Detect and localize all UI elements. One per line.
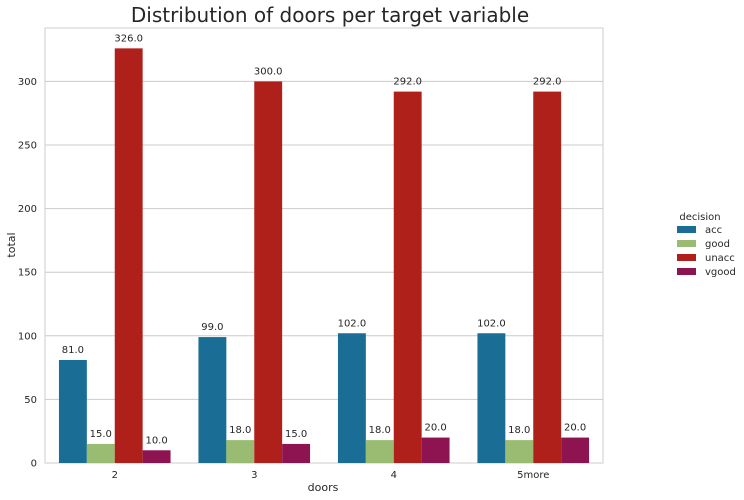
bar-unacc: [393, 91, 422, 463]
bar-unacc: [533, 91, 562, 463]
bar-vgood: [282, 443, 311, 463]
legend-swatch-unacc: [677, 254, 696, 261]
bar-acc: [58, 359, 87, 463]
y-tick-label: 200: [18, 204, 37, 215]
bar-value-label: 326.0: [114, 33, 143, 44]
bar-value-label: 20.0: [424, 423, 446, 434]
y-tick-label: 300: [18, 77, 37, 88]
bar-good: [86, 443, 115, 463]
bar-vgood: [142, 450, 171, 463]
bar-value-label: 15.0: [90, 429, 112, 440]
bar-vgood: [421, 437, 450, 463]
legend-title: decision: [679, 212, 720, 223]
legend-label-vgood: vgood: [705, 267, 736, 278]
bar-value-label: 292.0: [533, 77, 562, 88]
x-tick-label: 4: [391, 470, 397, 481]
bar-value-label: 102.0: [338, 318, 367, 329]
x-axis-ticks: 2 3 4 5more: [112, 470, 550, 481]
bar-vgood: [561, 437, 590, 463]
bar-unacc: [254, 81, 283, 463]
legend-label-acc: acc: [705, 225, 722, 236]
bar-good: [365, 440, 394, 463]
legend-label-good: good: [705, 239, 730, 250]
bar-value-label: 292.0: [393, 77, 422, 88]
bar-acc: [477, 333, 506, 463]
y-tick-label: 0: [31, 459, 37, 470]
x-axis-label: doors: [308, 481, 339, 494]
plot-frame: [44, 27, 604, 464]
bar-value-label: 18.0: [229, 425, 251, 436]
bar-value-label: 81.0: [62, 345, 84, 356]
bar-value-label: 300.0: [254, 66, 283, 77]
x-tick-label: 3: [251, 470, 257, 481]
x-tick-label: 2: [112, 470, 118, 481]
bar-good: [505, 440, 534, 463]
legend: decision acc good unacc vgood: [677, 212, 736, 278]
legend-swatch-acc: [677, 226, 696, 233]
legend-label-unacc: unacc: [705, 253, 735, 264]
legend-swatch-vgood: [677, 268, 696, 275]
bar-unacc: [114, 48, 143, 463]
bar-acc: [337, 333, 366, 463]
y-axis-ticks: 0 50 100 150 200 250 300: [18, 77, 37, 470]
bar-good: [226, 440, 255, 463]
y-axis-label: total: [5, 232, 18, 257]
bar-value-label: 18.0: [369, 425, 391, 436]
bar-value-label: 102.0: [477, 318, 506, 329]
bar-value-label: 99.0: [201, 322, 223, 333]
y-tick-label: 250: [18, 141, 37, 152]
y-tick-label: 100: [18, 331, 37, 342]
y-tick-label: 50: [24, 395, 37, 406]
bar-acc: [198, 337, 227, 463]
bar-value-label: 18.0: [508, 425, 530, 436]
bar-value-label: 15.0: [285, 429, 307, 440]
chart-title: Distribution of doors per target variabl…: [131, 3, 529, 27]
bar-value-label: 10.0: [145, 435, 167, 446]
x-tick-label: 5more: [517, 470, 549, 481]
bars: [58, 48, 590, 463]
bar-value-label: 20.0: [564, 423, 586, 434]
bar-value-labels: 81.0 15.0 326.0 10.0 99.0 18.0 300.0 15.0 102.0 1…: [62, 33, 586, 446]
legend-swatch-good: [677, 240, 696, 247]
y-tick-label: 150: [18, 268, 37, 279]
